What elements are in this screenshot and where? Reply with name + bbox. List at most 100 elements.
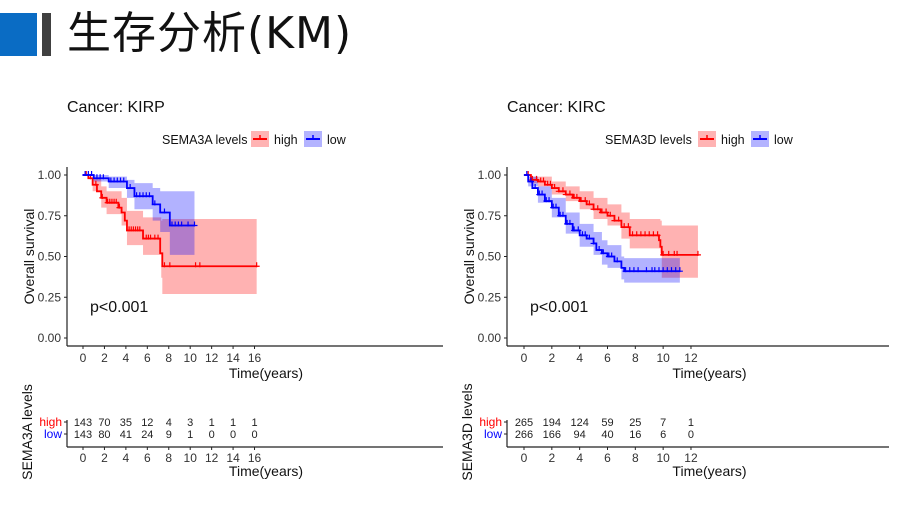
risk-count-high: 1	[230, 417, 236, 429]
p-value: p<0.001	[530, 299, 588, 316]
censor-mark-low	[146, 192, 153, 198]
x-tick-label: 0	[80, 351, 87, 365]
y-tick-label: 1.00	[478, 168, 502, 182]
risk-count-high: 35	[120, 417, 132, 429]
risk-x-axis-label: Time(years)	[229, 463, 303, 479]
y-tick-label: 0.25	[38, 290, 62, 304]
legend-label-high: high	[274, 133, 298, 147]
risk-count-low: 266	[515, 429, 533, 441]
risk-x-tick-label: 4	[123, 451, 130, 465]
censor-mark-low	[596, 245, 603, 251]
y-tick-label: 0.00	[478, 331, 502, 345]
y-tick-label: 0.50	[38, 250, 62, 264]
x-tick-label: 14	[226, 351, 240, 365]
risk-y-axis-label: SEMA3D levels	[459, 383, 475, 480]
risk-count-low: 0	[688, 429, 694, 441]
legend: SEMA3D levels high low	[605, 131, 794, 147]
legend-title: SEMA3A levels	[162, 133, 247, 147]
risk-count-low: 166	[543, 429, 561, 441]
risk-row-label-low: low	[44, 427, 62, 441]
risk-row-label-high: high	[39, 415, 62, 429]
ci-ribbon-low	[524, 175, 680, 283]
legend-label-high: high	[721, 133, 745, 147]
censor-mark-high	[551, 184, 558, 190]
x-tick-label: 2	[548, 351, 555, 365]
censor-mark-low	[575, 226, 582, 232]
risk-count-low: 24	[141, 429, 153, 441]
censor-mark-high	[573, 193, 580, 199]
risk-x-tick-label: 2	[548, 451, 555, 465]
censor-mark-high	[136, 226, 143, 232]
censor-mark-low	[161, 208, 168, 214]
censor-mark-high	[196, 262, 203, 268]
chart-title: Cancer: KIRP	[67, 99, 165, 116]
header-accent-block	[0, 13, 37, 56]
risk-count-low: 0	[230, 429, 236, 441]
risk-row-label-low: low	[484, 427, 502, 441]
page-title: 生存分析(KM)	[67, 8, 353, 59]
censor-mark-high	[533, 175, 540, 181]
censor-mark-high	[625, 223, 632, 229]
censor-mark-low	[559, 211, 566, 217]
risk-count-high: 1	[209, 417, 215, 429]
risk-x-tick-label: 4	[576, 451, 583, 465]
censor-mark-low	[88, 171, 95, 176]
risk-x-tick-label: 12	[684, 451, 698, 465]
censor-mark-high	[615, 216, 622, 222]
censor-mark-high	[582, 197, 589, 203]
x-tick-label: 8	[165, 351, 172, 365]
censor-mark-low	[523, 171, 530, 176]
censor-mark-low	[185, 221, 192, 227]
censor-mark-low	[582, 231, 589, 237]
x-tick-label: 6	[144, 351, 151, 365]
censor-mark-low	[151, 200, 158, 206]
risk-x-tick-label: 12	[205, 451, 219, 465]
risk-count-high: 194	[543, 417, 561, 429]
censor-mark-high	[660, 250, 667, 256]
ci-ribbon-high	[524, 175, 698, 278]
x-tick-label: 10	[656, 351, 670, 365]
legend-title: SEMA3D levels	[605, 133, 692, 147]
censor-mark-high	[674, 250, 681, 256]
x-tick-label: 10	[184, 351, 198, 365]
censor-mark-low	[546, 197, 553, 203]
y-tick-label: 0.25	[478, 290, 502, 304]
censor-mark-low	[600, 249, 607, 255]
censor-mark-high	[559, 187, 566, 193]
risk-count-low: 9	[166, 429, 172, 441]
risk-x-tick-label: 14	[226, 451, 240, 465]
censor-mark-low	[532, 184, 539, 190]
risk-count-low: 40	[601, 429, 613, 441]
censor-mark-low	[586, 234, 593, 240]
risk-count-high: 1	[688, 417, 694, 429]
risk-count-high: 3	[187, 417, 193, 429]
censor-mark-low	[566, 219, 573, 225]
censor-mark-low	[608, 252, 615, 258]
censor-mark-high	[594, 205, 601, 211]
header-divider-bar	[42, 13, 51, 56]
risk-count-low: 41	[120, 429, 132, 441]
censor-mark-high	[547, 180, 554, 186]
censor-mark-low	[100, 174, 107, 180]
censor-mark-low	[120, 177, 127, 183]
censor-mark-high	[161, 262, 168, 268]
legend: SEMA3A levels high low	[162, 131, 347, 147]
risk-x-tick-label: 8	[165, 451, 172, 465]
risk-count-low: 80	[98, 429, 110, 441]
ci-ribbon-high	[83, 175, 257, 294]
legend-label-low: low	[327, 133, 347, 147]
censor-mark-high	[603, 208, 610, 214]
y-tick-label: 0.75	[478, 209, 502, 223]
risk-x-tick-label: 8	[632, 451, 639, 465]
censor-mark-high	[540, 177, 547, 183]
y-tick-label: 0.75	[38, 209, 62, 223]
risk-count-high: 265	[515, 417, 533, 429]
risk-count-low: 143	[74, 429, 92, 441]
survival-curve-low	[524, 174, 680, 273]
x-axis-label: Time(years)	[229, 365, 303, 381]
censor-mark-low	[676, 267, 683, 273]
